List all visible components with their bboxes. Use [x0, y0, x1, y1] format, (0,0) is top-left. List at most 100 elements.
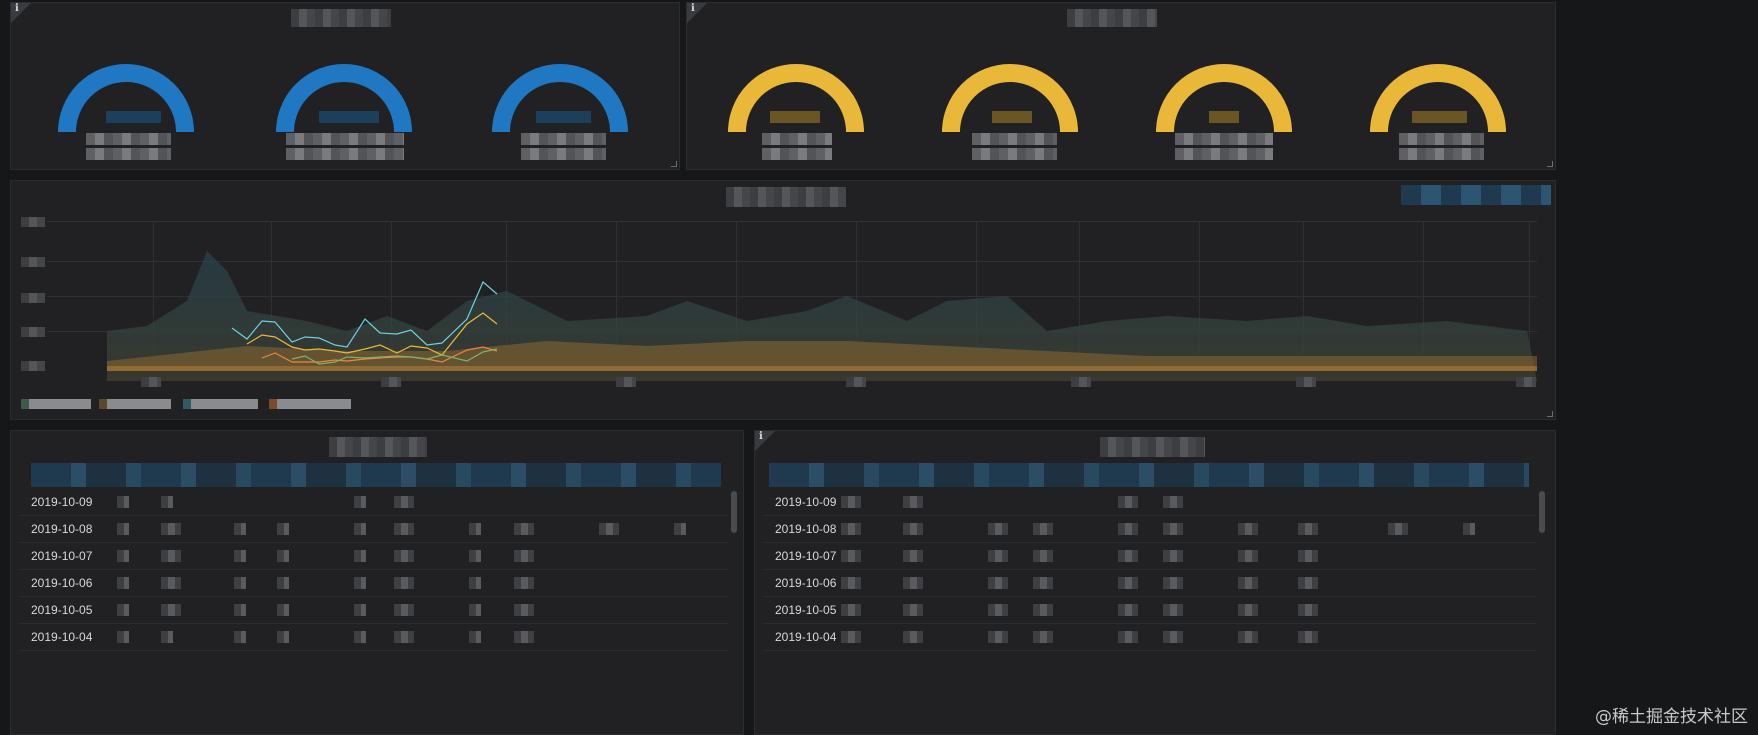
cell-value [1238, 631, 1258, 643]
x-axis-tick [616, 377, 636, 387]
cell-value [354, 577, 366, 589]
gauge-sublabel [762, 148, 832, 160]
grid-line [391, 221, 392, 371]
y-axis-tick [21, 217, 45, 227]
cell-value [988, 604, 1008, 616]
cell-value [1163, 604, 1183, 616]
panel-title [726, 187, 846, 207]
cell-value [117, 523, 129, 535]
row-date: 2019-10-08 [31, 522, 93, 536]
graph-legend-top-right [1401, 185, 1551, 205]
panel-title [1067, 9, 1157, 27]
cell-value [514, 631, 534, 643]
table-row[interactable]: 2019-10-07 [19, 543, 729, 570]
row-date: 2019-10-08 [775, 522, 837, 536]
row-date: 2019-10-04 [31, 630, 93, 644]
scrollbar[interactable] [1539, 491, 1545, 533]
gauge-panel-left: i [10, 2, 680, 170]
grid-line [47, 221, 1537, 222]
cell-value [1298, 523, 1318, 535]
legend-item[interactable] [21, 399, 91, 409]
cell-value [1298, 577, 1318, 589]
grid-line [1199, 221, 1200, 371]
cell-value [841, 631, 861, 643]
gauge-label [286, 133, 404, 145]
info-icon[interactable]: i [755, 431, 775, 451]
gauge-label [972, 133, 1057, 145]
cell-value [394, 496, 414, 508]
cell-value [841, 523, 861, 535]
resize-handle-icon[interactable] [1547, 411, 1553, 417]
cell-value [988, 523, 1008, 535]
table-panel-right: i 2019-10-09 2019-10-08 2019-10-07 2019-… [754, 430, 1556, 735]
table-row[interactable]: 2019-10-04 [19, 624, 729, 651]
cell-value [277, 523, 289, 535]
gauge-sublabel [521, 148, 606, 160]
cell-value [354, 631, 366, 643]
table-row[interactable]: 2019-10-04 [763, 624, 1537, 651]
cell-value [1033, 604, 1053, 616]
cell-value [234, 523, 246, 535]
cell-value [117, 631, 129, 643]
table-row[interactable]: 2019-10-07 [763, 543, 1537, 570]
table-row[interactable]: 2019-10-09 [19, 489, 729, 516]
cell-value [1238, 577, 1258, 589]
resize-handle-icon[interactable] [1547, 161, 1553, 167]
x-axis-tick [141, 377, 161, 387]
cell-value [117, 550, 129, 562]
cell-value [234, 604, 246, 616]
cell-value [1033, 577, 1053, 589]
cell-value [1238, 604, 1258, 616]
table-row[interactable]: 2019-10-08 [19, 516, 729, 543]
info-icon[interactable]: i [687, 3, 707, 23]
cell-value [1118, 550, 1138, 562]
legend-item[interactable] [183, 399, 258, 409]
gauge [276, 64, 412, 133]
cell-value [903, 550, 923, 562]
table-row[interactable]: 2019-10-08 [763, 516, 1537, 543]
legend-item[interactable] [99, 399, 171, 409]
cell-value [161, 523, 181, 535]
cell-value [394, 631, 414, 643]
row-date: 2019-10-07 [31, 549, 93, 563]
gauge [492, 64, 628, 133]
table-row[interactable]: 2019-10-06 [763, 570, 1537, 597]
resize-handle-icon[interactable] [671, 161, 677, 167]
cell-value [1118, 496, 1138, 508]
grid-line [856, 221, 857, 371]
cell-value [354, 496, 366, 508]
scrollbar[interactable] [731, 491, 737, 533]
cell-value [1033, 523, 1053, 535]
cell-value [514, 550, 534, 562]
grid-line [271, 221, 272, 371]
row-date: 2019-10-05 [775, 603, 837, 617]
table-row[interactable]: 2019-10-09 [763, 489, 1537, 516]
gauge-value [106, 111, 161, 123]
cell-value [903, 577, 923, 589]
table-header[interactable] [31, 463, 721, 487]
cell-value [354, 550, 366, 562]
legend-item[interactable] [269, 399, 351, 409]
cell-value [1033, 550, 1053, 562]
table-row[interactable]: 2019-10-06 [19, 570, 729, 597]
cell-value [1118, 577, 1138, 589]
gauge-label [86, 133, 171, 145]
grid-line [616, 221, 617, 371]
gauge [728, 64, 864, 133]
cell-value [161, 550, 181, 562]
table-row[interactable]: 2019-10-05 [763, 597, 1537, 624]
cell-value [1033, 631, 1053, 643]
cell-value [1163, 631, 1183, 643]
cell-value [841, 496, 861, 508]
gauge-label [1175, 133, 1273, 145]
table-row[interactable]: 2019-10-05 [19, 597, 729, 624]
cell-value [1298, 604, 1318, 616]
cell-value [903, 604, 923, 616]
gauge-value [319, 111, 379, 123]
info-icon[interactable]: i [11, 3, 31, 23]
cell-value [277, 550, 289, 562]
y-axis-tick [21, 361, 45, 371]
table-header[interactable] [769, 463, 1529, 487]
cell-value [988, 577, 1008, 589]
gauge-value [1412, 111, 1467, 123]
